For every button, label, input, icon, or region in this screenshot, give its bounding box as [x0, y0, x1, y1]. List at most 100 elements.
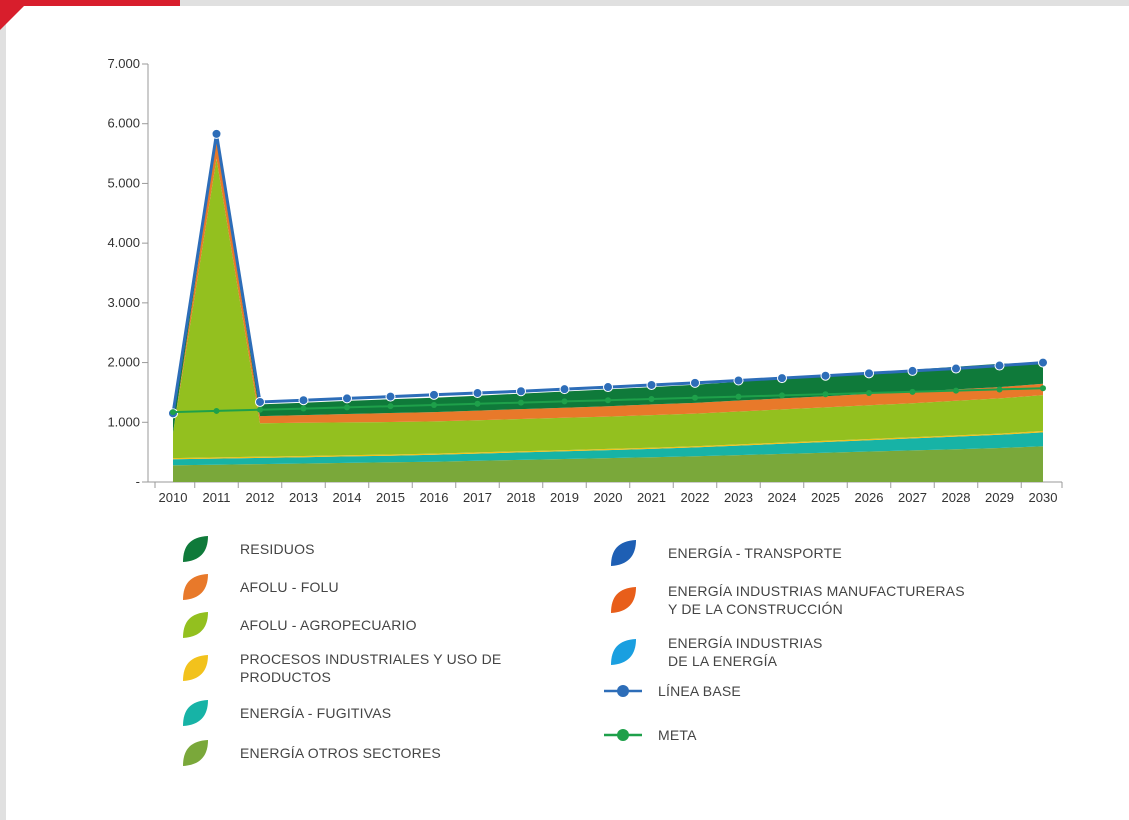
line-point — [646, 379, 657, 390]
x-tick-label: 2024 — [768, 490, 797, 505]
legend-label: ENERGÍA OTROS SECTORES — [240, 745, 441, 761]
line-point — [300, 405, 307, 412]
y-tick-label: 1.000 — [107, 414, 140, 429]
line-point — [1038, 357, 1048, 368]
legend-label: AFOLU - FOLU — [240, 579, 339, 595]
x-tick-label: 2025 — [811, 490, 840, 505]
line-point — [344, 404, 350, 411]
x-tick-label: 2011 — [203, 490, 231, 505]
legend-item: ENERGÍA - FUGITIVAS — [180, 698, 391, 728]
line-point — [387, 403, 394, 410]
x-tick-label: 2019 — [550, 490, 579, 505]
line-point — [994, 360, 1005, 371]
line-point — [429, 389, 439, 400]
legend-label: LÍNEA BASE — [658, 683, 741, 699]
y-tick-label: 5.000 — [107, 175, 140, 190]
legend-item: META — [604, 726, 697, 744]
line-point — [777, 373, 787, 384]
leaf-icon — [183, 612, 208, 638]
x-tick-label: 2014 — [333, 490, 362, 505]
leaf-icon — [183, 655, 208, 681]
x-tick-label: 2030 — [1029, 490, 1058, 505]
legend-item: AFOLU - AGROPECUARIO — [180, 610, 417, 640]
area-series-0 — [173, 446, 1043, 482]
line-point — [431, 401, 437, 408]
legend-label: ENERGÍA INDUSTRIAS DE LA ENERGÍA — [668, 635, 823, 669]
x-tick-label: 2028 — [942, 490, 971, 505]
line-point — [385, 391, 396, 402]
line-point — [472, 388, 483, 399]
x-tick-label: 2015 — [376, 490, 405, 505]
leaf-icon — [611, 639, 636, 665]
line-point — [474, 400, 481, 407]
frame-top-border — [0, 0, 1129, 6]
line-point — [779, 392, 785, 399]
leaf-icon — [183, 536, 208, 562]
line-point — [1040, 385, 1046, 392]
x-tick-label: 2017 — [463, 490, 492, 505]
line-point — [648, 395, 655, 402]
line-point — [820, 370, 831, 381]
line-point — [822, 391, 829, 398]
legend-item: AFOLU - FOLU — [180, 572, 339, 602]
leaf-icon — [183, 574, 208, 600]
legend-item: PROCESOS INDUSTRIALES Y USO DE PRODUCTOS — [180, 650, 501, 686]
legend-label: AFOLU - AGROPECUARIO — [240, 617, 417, 633]
line-point — [342, 393, 352, 404]
line-point — [909, 388, 916, 395]
brand-corner-bar — [0, 0, 180, 6]
line-point — [255, 396, 265, 407]
legend-item: ENERGÍA - TRANSPORTE — [608, 538, 842, 568]
legend-label: RESIDUOS — [240, 541, 315, 557]
line-point — [996, 386, 1003, 393]
line-point — [605, 397, 611, 404]
y-tick-label: 7.000 — [107, 56, 140, 71]
x-tick-label: 2018 — [507, 490, 536, 505]
x-tick-label: 2016 — [420, 490, 449, 505]
line-point — [692, 394, 698, 401]
leaf-icon — [611, 587, 636, 613]
line-dot-icon — [604, 729, 642, 741]
line-point — [516, 386, 526, 397]
leaf-icon — [183, 740, 208, 766]
line-point — [735, 393, 742, 400]
x-tick-label: 2012 — [246, 490, 275, 505]
legend-label: ENERGÍA - FUGITIVAS — [240, 705, 392, 721]
area-series-1 — [173, 432, 1043, 466]
stacked-areas-layer — [173, 133, 1043, 482]
frame-left-border — [0, 0, 6, 820]
leaf-icon — [611, 540, 636, 566]
chart-legend: RESIDUOS AFOLU - FOLU AFOLU - AGROPECUARIO… — [170, 530, 1070, 790]
y-tick-label: 2.000 — [107, 355, 140, 370]
line-point — [866, 390, 872, 397]
lines-layer — [168, 128, 1048, 419]
line-point — [298, 395, 309, 406]
line-point — [561, 398, 568, 405]
line-point — [603, 382, 613, 393]
line-point — [559, 384, 570, 395]
legend-label: META — [658, 727, 697, 743]
line-point — [907, 365, 918, 376]
x-tick-label: 2023 — [724, 490, 753, 505]
y-tick-label: - — [136, 474, 140, 489]
line-point — [518, 399, 524, 406]
x-tick-label: 2027 — [898, 490, 927, 505]
x-tick-label: 2029 — [985, 490, 1014, 505]
legend-label: ENERGÍA - TRANSPORTE — [668, 545, 842, 561]
axes-layer: - 1.000 2.000 3.000 4.000 5.000 6.000 7.000 2010… — [107, 56, 1063, 505]
line-point — [211, 128, 222, 139]
leaf-icon — [183, 700, 208, 726]
legend-item: RESIDUOS — [180, 534, 315, 564]
line-dot-icon — [604, 685, 642, 697]
line-point — [953, 387, 959, 394]
legend-label: ENERGÍA INDUSTRIAS MANUFACTURERAS Y DE L… — [668, 583, 965, 617]
line-point — [213, 407, 220, 414]
emissions-area-chart: - 1.000 2.000 3.000 4.000 5.000 6.000 7.000 2010… — [107, 56, 1063, 505]
y-tick-label: 4.000 — [107, 235, 140, 250]
y-tick-label: 6.000 — [107, 116, 140, 131]
area-series-3 — [173, 158, 1043, 459]
line-point — [864, 368, 874, 379]
line-point — [951, 363, 961, 374]
line-point — [170, 409, 176, 416]
x-tick-label: 2022 — [681, 490, 710, 505]
